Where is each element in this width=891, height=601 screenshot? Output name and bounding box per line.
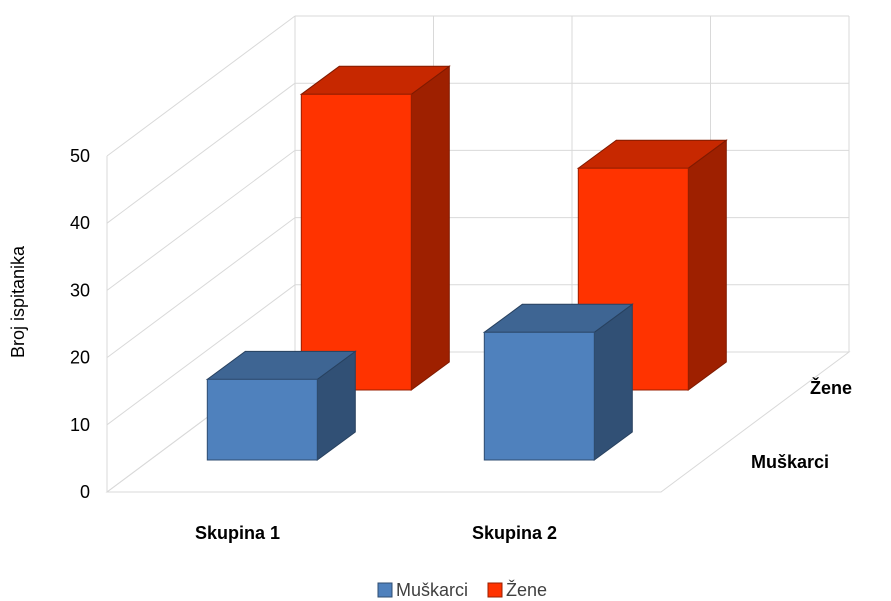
- legend-swatch: [487, 582, 503, 598]
- bar-front: [300, 93, 412, 391]
- legend-label: Muškarci: [396, 580, 468, 600]
- bar-side: [687, 139, 727, 391]
- side-gridline: [106, 82, 296, 224]
- y-tick-label: 10: [70, 415, 90, 435]
- bar: [482, 303, 634, 461]
- legend: Muškarci Žene: [377, 580, 547, 600]
- bar: [205, 350, 357, 461]
- depth-labels: Muškarci Žene: [751, 377, 852, 472]
- y-tick-label: 0: [80, 482, 90, 502]
- y-axis-title: Broj ispitanika: [8, 245, 28, 358]
- depth-label: Žene: [810, 377, 852, 398]
- bar: [299, 65, 451, 391]
- depth-label: Muškarci: [751, 452, 829, 472]
- y-tick-labels: 0 10 20 30 40 50: [70, 146, 90, 502]
- bar-front: [206, 378, 318, 461]
- y-tick-label: 40: [70, 213, 90, 233]
- side-gridline: [106, 217, 296, 359]
- category-label: Skupina 1: [195, 523, 280, 543]
- side-gridline: [106, 284, 296, 426]
- y-tick-label: 50: [70, 146, 90, 166]
- bars: [205, 65, 728, 461]
- side-gridline: [106, 15, 296, 157]
- category-label: Skupina 2: [472, 523, 557, 543]
- side-gridline: [106, 149, 296, 291]
- bar-side: [410, 65, 450, 391]
- y-tick-label: 20: [70, 348, 90, 368]
- legend-swatch: [377, 582, 393, 598]
- y-tick-label: 30: [70, 280, 90, 300]
- bar-front: [483, 331, 595, 461]
- legend-label: Žene: [506, 580, 547, 600]
- category-labels: Skupina 1 Skupina 2: [195, 523, 557, 543]
